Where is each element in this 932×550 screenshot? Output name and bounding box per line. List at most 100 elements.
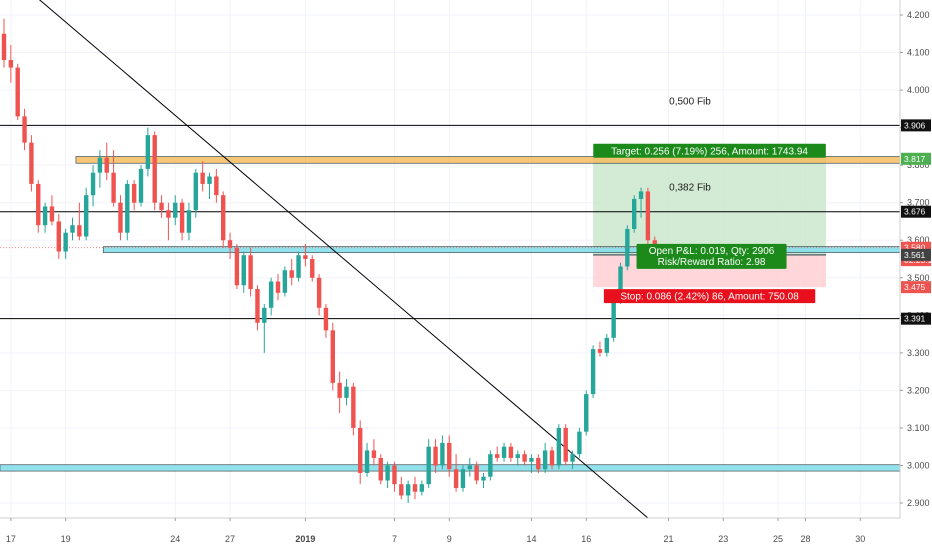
time-tick-label: 9 — [447, 534, 452, 544]
candle-body — [186, 210, 192, 233]
price-tag-label: 3.817 — [904, 154, 926, 164]
price-tick-label: 3.100 — [907, 423, 930, 433]
price-tick-label: 3.200 — [907, 385, 930, 395]
price-tick-label: 2.900 — [907, 498, 930, 508]
candle-body — [632, 198, 637, 229]
price-tag-label: 3.391 — [904, 314, 926, 324]
candle-body — [351, 386, 356, 428]
time-tick-label: 16 — [581, 534, 591, 544]
time-tick-label: 19 — [61, 534, 71, 544]
candle-body — [625, 228, 630, 267]
candle-body — [241, 255, 246, 286]
candle-body — [467, 465, 472, 470]
candle-body — [166, 210, 171, 218]
candle-body — [556, 427, 562, 466]
candle-body — [214, 176, 219, 196]
candle-body — [453, 469, 459, 488]
time-tick-label: 17 — [6, 534, 16, 544]
candle-body — [536, 457, 541, 470]
candle-body — [36, 183, 41, 226]
position-pnl-label: Open P&L: 0.019, Qty: 2906 — [649, 246, 775, 257]
time-axis-background — [0, 518, 932, 550]
candle-body — [63, 232, 68, 252]
price-tag-bg — [901, 152, 931, 165]
candle-body — [8, 60, 14, 68]
candle-body — [419, 484, 425, 492]
position-stop-label-bg — [603, 289, 816, 304]
candle-body — [426, 446, 431, 485]
price-tick-label: 3.500 — [907, 273, 930, 283]
candle-body — [399, 484, 404, 496]
candle-body — [323, 307, 329, 331]
candle-body — [549, 450, 555, 466]
price-tag-bg — [901, 248, 931, 261]
price-tag-bg — [901, 281, 931, 294]
candle-body — [193, 172, 198, 211]
price-tag-label: 3.580 — [904, 243, 926, 253]
candle-body — [111, 172, 116, 203]
candle-body — [200, 172, 205, 184]
candle-body — [371, 450, 377, 458]
candle-body — [488, 454, 493, 477]
time-tick-label: 14 — [526, 534, 536, 544]
fib-level-label: 0,382 Fib — [669, 183, 711, 194]
candle-body — [227, 240, 233, 248]
candle-body — [412, 484, 418, 492]
candle-body — [577, 431, 582, 455]
candle-body — [508, 446, 514, 458]
price-tick-label: 3.000 — [907, 460, 930, 470]
candle-body — [77, 225, 82, 237]
candle-body — [364, 450, 370, 473]
candle-body — [84, 195, 89, 237]
position-profit-zone — [593, 158, 826, 255]
candle-body — [159, 202, 164, 211]
candle-body — [255, 289, 260, 323]
candle-body — [303, 255, 308, 259]
trendline — [39, 0, 649, 519]
candle-body — [275, 281, 281, 293]
candle-body — [138, 168, 144, 203]
price-tick-label: 4.000 — [907, 85, 930, 95]
time-tick-label: 23 — [718, 534, 728, 544]
candle-body — [337, 382, 342, 398]
candle-body — [145, 135, 151, 169]
candle-body — [262, 307, 267, 323]
candle-body — [97, 157, 103, 173]
candle-body — [42, 206, 48, 226]
candle-body — [316, 277, 322, 308]
candle-body — [447, 442, 452, 470]
candle-body — [118, 202, 123, 233]
price-tag-label: 3.676 — [904, 207, 926, 217]
candle-body — [501, 446, 507, 458]
candle-body — [495, 454, 500, 458]
price-tick-label: 3.800 — [907, 160, 930, 170]
price-tag-bg — [901, 205, 931, 218]
candle-body — [268, 281, 274, 308]
candle-body — [542, 450, 548, 470]
candle-body — [173, 202, 178, 218]
candle-body — [405, 484, 411, 496]
position-stop-label: Stop: 0.086 (2.42%) 86, Amount: 750.08 — [620, 292, 799, 303]
position-target-label: Target: 0.256 (7.19%) 256, Amount: 1743.… — [611, 146, 808, 157]
candle-body — [344, 386, 349, 398]
candle-body — [125, 183, 130, 233]
price-axis-background — [900, 0, 932, 550]
candle-body — [515, 454, 520, 458]
position-pnl-bg — [636, 243, 787, 269]
position-target-label-bg — [593, 143, 826, 158]
price-tick-label: 3.600 — [907, 235, 930, 245]
candle-body — [289, 270, 294, 278]
candle-body — [433, 446, 438, 466]
price-tag-label: 3.475 — [904, 282, 926, 292]
candle-body — [49, 206, 55, 222]
candle-body — [584, 394, 589, 432]
candle-body — [440, 442, 445, 466]
candle-body — [645, 191, 651, 241]
candle-body — [179, 202, 185, 233]
candle-body — [474, 465, 479, 481]
time-tick-label: 2019 — [295, 534, 315, 544]
candle-body — [56, 221, 61, 252]
time-tick-label: 24 — [170, 534, 180, 544]
candle-body — [604, 337, 609, 353]
candle-body — [70, 225, 75, 233]
